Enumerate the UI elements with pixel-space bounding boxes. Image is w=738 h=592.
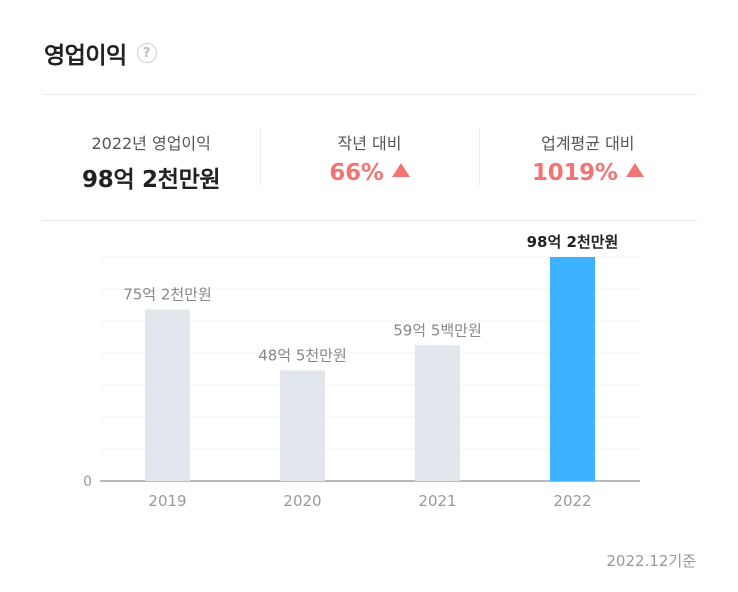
data-label-2020: 48억 5천만원 (258, 346, 347, 364)
bar-2021 (415, 345, 460, 481)
stat-vs-industry: 업계평균 대비 1019% (478, 128, 697, 188)
y-tick-label: 0 (83, 474, 92, 490)
data-label-2021: 59억 5백만원 (393, 321, 482, 339)
stat-vs-last-year: 작년 대비 66% (260, 128, 478, 188)
x-tick-label-2020: 2020 (283, 492, 321, 510)
data-label-2019: 75억 2천만원 (123, 285, 212, 303)
stat-label: 작년 대비 (337, 134, 402, 153)
section-title: 영업이익 (44, 43, 127, 69)
help-icon[interactable]: ? (136, 43, 157, 63)
stat-operating-profit: 2022년 영업이익 98억 2천만원 (42, 128, 260, 193)
section-header: 영업이익 ? (44, 36, 157, 70)
trend-up-icon (625, 163, 644, 177)
stat-value-row: 66% (260, 160, 478, 186)
stats-row: 2022년 영업이익 98억 2천만원 작년 대비 66% 업계평균 대비 10… (42, 128, 697, 193)
footnote: 2022.12기준 (606, 552, 696, 570)
stat-value: 98억 2천만원 (82, 167, 221, 193)
stat-label: 업계평균 대비 (541, 134, 635, 153)
bar-2022 (550, 257, 595, 481)
stat-value: 1019% (532, 160, 618, 186)
stat-value: 66% (329, 160, 384, 186)
divider-top (42, 94, 697, 95)
x-tick-label-2019: 2019 (148, 492, 186, 510)
bar-2020 (280, 370, 325, 481)
stat-value-row: 1019% (479, 160, 697, 186)
x-tick-label-2021: 2021 (418, 492, 456, 510)
bar-2019 (145, 309, 190, 481)
trend-up-icon (391, 163, 410, 177)
data-label-2022: 98억 2천만원 (527, 233, 619, 251)
stat-label: 2022년 영업이익 (91, 134, 211, 153)
x-tick-label-2022: 2022 (553, 492, 591, 510)
divider-chart (42, 220, 697, 221)
